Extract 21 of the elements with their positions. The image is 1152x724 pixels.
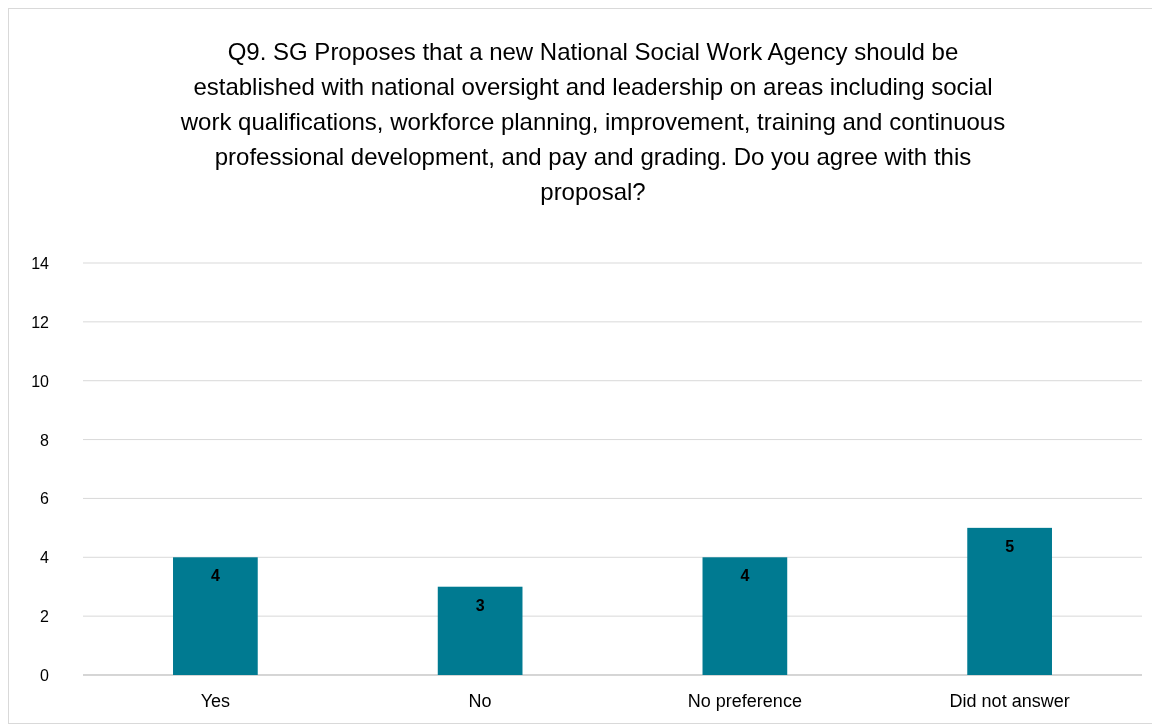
y-tick-label: 10 — [31, 372, 50, 390]
y-tick-label: 4 — [40, 549, 50, 567]
data-label: 4 — [210, 567, 220, 585]
y-tick-label: 0 — [40, 667, 50, 684]
data-label: 4 — [740, 567, 750, 585]
y-tick-label: 6 — [40, 490, 50, 508]
y-tick-label: 14 — [31, 255, 50, 272]
x-tick-label: Did not answer — [949, 691, 1070, 711]
data-label: 5 — [1005, 537, 1015, 555]
x-tick-label: No — [468, 691, 492, 711]
y-tick-label: 2 — [40, 608, 50, 626]
x-tick-label: Yes — [200, 691, 231, 711]
bar — [702, 557, 788, 675]
x-tick-label: No preference — [687, 691, 802, 711]
y-tick-label: 12 — [31, 313, 50, 331]
data-label: 3 — [475, 596, 485, 614]
y-tick-label: 8 — [40, 431, 50, 449]
bar — [967, 527, 1052, 675]
bar — [173, 557, 258, 675]
bar — [437, 586, 523, 675]
chart-title: Q9. SG Proposes that a new National Social Work Agency should be established with national oversight and leadership on areas including social work qualifications, workforce planning, improvement, training and continuous professional development, and pay and grading. Do you agree with this proposal? — [179, 38, 1006, 205]
